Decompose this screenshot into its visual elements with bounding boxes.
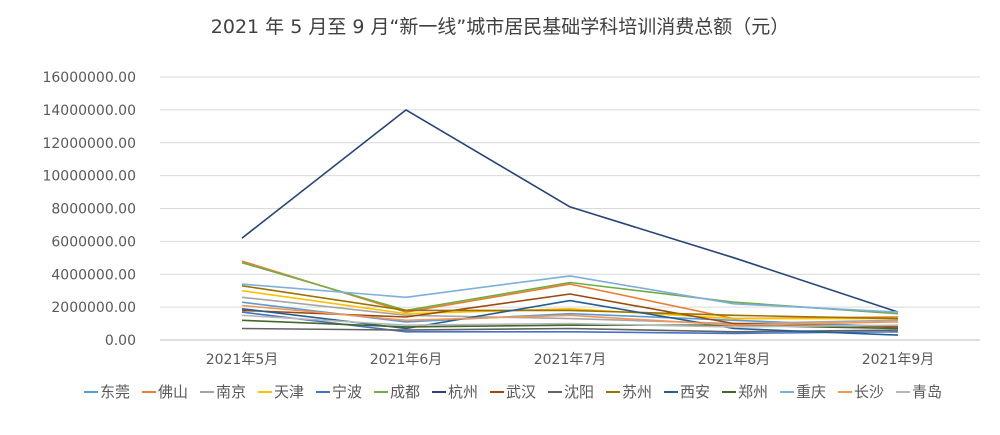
legend-label: 武汉 [506,383,536,401]
legend-label: 长沙 [854,383,884,401]
y-axis-ticks: 0.00 2000000.00 4000000.00 6000000.00 800000… [42,70,136,349]
legend: 东莞 佛山 南京 天津 宁波 成都 杭州 武汉 沈阳 苏州 西安 郑州 重庆 长沙 青岛 [84,383,942,401]
legend-label: 沈阳 [564,383,594,401]
legend-label: 天津 [274,383,304,401]
legend-item: 西安 [664,383,710,401]
legend-label: 成都 [390,383,420,401]
legend-label: 重庆 [796,383,826,401]
legend-item: 沈阳 [548,383,594,401]
legend-label: 南京 [216,383,246,401]
series-line-长沙 [241,304,899,327]
y-tick-label: 10000000.00 [42,169,136,185]
legend-label: 东莞 [100,383,130,401]
legend-label: 杭州 [448,383,478,401]
chart-title: 2021 年 5 月至 9 月“新一线”城市居民基础学科培训消费总额（元） [211,16,789,38]
y-tick-label: 0.00 [105,333,136,349]
series-line-南京 [241,296,899,325]
legend-item: 重庆 [780,383,826,401]
x-tick-label: 2021年7月 [534,352,607,368]
legend-item: 郑州 [722,383,768,401]
legend-label: 青岛 [912,383,942,401]
series-lines [241,109,899,336]
series-line-苏州 [241,285,899,320]
legend-item: 成都 [374,383,420,401]
legend-item: 佛山 [142,383,188,401]
legend-item: 苏州 [606,383,652,401]
series-line-成都 [241,261,899,315]
y-tick-label: 2000000.00 [51,300,136,316]
legend-item: 武汉 [490,383,536,401]
legend-item: 青岛 [896,383,942,401]
x-tick-label: 2021年5月 [206,352,279,368]
legend-label: 西安 [680,383,710,401]
x-tick-label: 2021年6月 [370,352,443,368]
y-tick-label: 8000000.00 [51,202,136,218]
legend-item: 长沙 [838,383,884,401]
legend-item: 东莞 [84,383,130,401]
series-line-杭州 [241,109,899,313]
y-tick-label: 14000000.00 [42,103,136,119]
series-line-天津 [241,289,898,320]
legend-item: 天津 [258,383,304,401]
legend-label: 郑州 [738,383,768,401]
y-tick-label: 12000000.00 [42,136,136,152]
series-line-重庆 [241,275,899,313]
x-tick-label: 2021年8月 [698,352,771,368]
x-tick-label: 2021年9月 [862,352,935,368]
y-tick-label: 6000000.00 [51,234,136,250]
x-axis-ticks: 2021年5月 2021年6月 2021年7月 2021年8月 2021年9月 [206,352,935,368]
legend-item: 南京 [200,383,246,401]
legend-item: 杭州 [432,383,478,401]
series-line-青岛 [241,314,899,328]
legend-label: 宁波 [332,383,362,401]
legend-item: 宁波 [316,383,362,401]
y-tick-label: 16000000.00 [42,70,136,86]
legend-label: 佛山 [158,383,188,401]
gridlines [160,76,980,341]
y-tick-label: 4000000.00 [51,267,136,283]
legend-label: 苏州 [622,383,652,401]
